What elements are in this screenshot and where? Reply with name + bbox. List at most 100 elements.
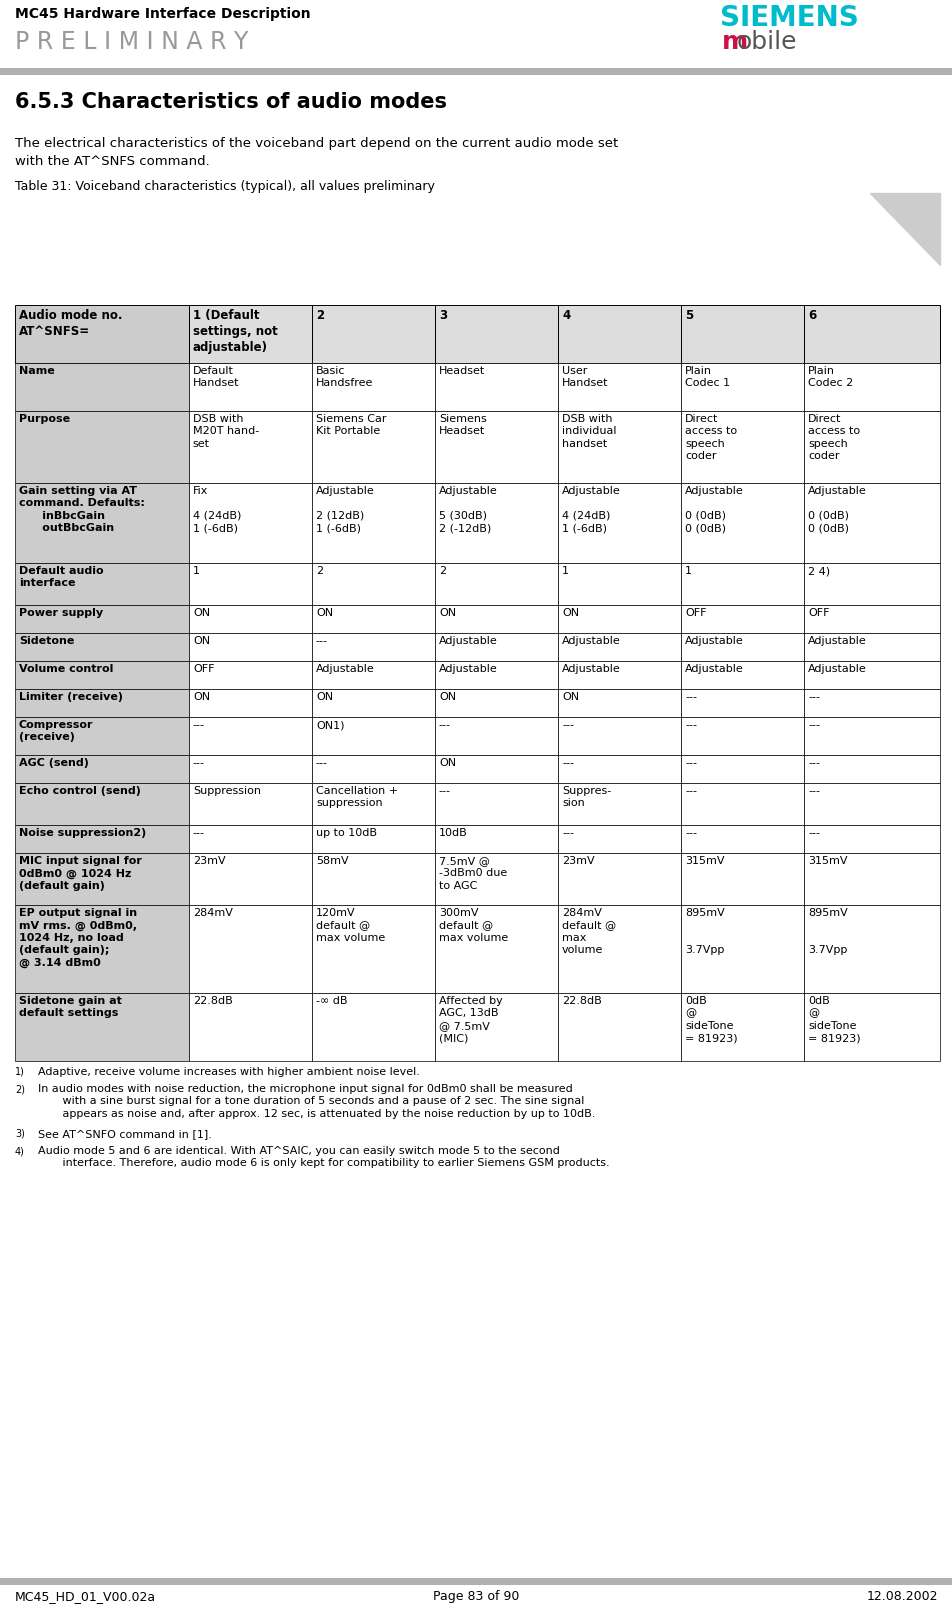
Text: ON: ON [562, 692, 579, 701]
Text: 5: 5 [684, 309, 692, 322]
Text: Siemens Car
Kit Portable: Siemens Car Kit Portable [316, 414, 386, 436]
Text: ---: --- [439, 785, 450, 797]
Bar [803, 410, 939, 483]
Text: ---: --- [807, 827, 819, 839]
Text: 6: 6 [807, 309, 816, 322]
Bar [557, 826, 681, 853]
Bar [557, 305, 681, 364]
Bar [188, 853, 311, 905]
Text: Adjustable: Adjustable [562, 664, 620, 674]
Bar [15, 604, 188, 633]
Bar [803, 992, 939, 1062]
Bar [557, 688, 681, 718]
Text: m: m [722, 31, 747, 53]
Bar [557, 562, 681, 604]
Bar [311, 410, 434, 483]
Bar [15, 410, 188, 483]
Bar [0, 1577, 952, 1585]
Bar [681, 992, 803, 1062]
Bar [803, 604, 939, 633]
Bar [803, 853, 939, 905]
Text: Direct
access to
speech
coder: Direct access to speech coder [807, 414, 860, 461]
Text: 284mV
default @
max
volume: 284mV default @ max volume [562, 908, 615, 955]
Bar [188, 604, 311, 633]
Text: Compressor
(receive): Compressor (receive) [19, 721, 93, 742]
Text: 10dB: 10dB [439, 827, 467, 839]
Text: Suppression: Suppression [192, 785, 261, 797]
Bar [311, 661, 434, 688]
Bar [803, 688, 939, 718]
Text: Purpose: Purpose [19, 414, 70, 423]
Text: ---: --- [807, 692, 819, 701]
Bar [557, 633, 681, 661]
Bar [434, 661, 557, 688]
Text: Basic
Handsfree: Basic Handsfree [316, 365, 373, 388]
Bar [434, 853, 557, 905]
Text: Page 83 of 90: Page 83 of 90 [432, 1590, 519, 1603]
Bar [681, 826, 803, 853]
Text: 895mV


3.7Vpp: 895mV 3.7Vpp [807, 908, 847, 955]
Bar [557, 784, 681, 826]
Bar [681, 688, 803, 718]
Bar [311, 305, 434, 364]
Text: obile: obile [736, 31, 797, 53]
Text: ---: --- [684, 758, 696, 768]
Text: Limiter (receive): Limiter (receive) [19, 692, 123, 701]
Bar [557, 905, 681, 992]
Text: 1): 1) [15, 1067, 25, 1076]
Text: up to 10dB: up to 10dB [316, 827, 377, 839]
Text: 12.08.2002: 12.08.2002 [865, 1590, 937, 1603]
Text: ---: --- [562, 721, 573, 730]
Bar [681, 410, 803, 483]
Bar [434, 305, 557, 364]
Text: Adjustable

4 (24dB)
1 (-6dB): Adjustable 4 (24dB) 1 (-6dB) [562, 486, 620, 533]
Bar [803, 483, 939, 562]
Text: Noise suppression2): Noise suppression2) [19, 827, 146, 839]
Text: 2: 2 [439, 566, 446, 575]
Bar [15, 562, 188, 604]
Bar [188, 661, 311, 688]
Text: AGC (send): AGC (send) [19, 758, 89, 768]
Text: ---: --- [439, 721, 450, 730]
Text: Direct
access to
speech
coder: Direct access to speech coder [684, 414, 736, 461]
Text: Adjustable: Adjustable [807, 664, 866, 674]
Text: 284mV: 284mV [192, 908, 232, 918]
Bar [188, 826, 311, 853]
Text: ON: ON [439, 758, 456, 768]
Bar [681, 718, 803, 755]
Bar [681, 784, 803, 826]
Bar [803, 364, 939, 410]
Text: Suppres-
sion: Suppres- sion [562, 785, 610, 808]
Text: EP output signal in
mV rms. @ 0dBm0,
1024 Hz, no load
(default gain);
@ 3.14 dBm: EP output signal in mV rms. @ 0dBm0, 102… [19, 908, 137, 968]
Text: ---: --- [192, 721, 205, 730]
Text: SIEMENS: SIEMENS [720, 3, 858, 32]
Bar [311, 905, 434, 992]
Bar [557, 364, 681, 410]
Text: Affected by
AGC, 13dB
@ 7.5mV
(MIC): Affected by AGC, 13dB @ 7.5mV (MIC) [439, 995, 502, 1044]
Text: 315mV: 315mV [807, 856, 846, 866]
Bar [15, 992, 188, 1062]
Bar [803, 305, 939, 364]
Text: Volume control: Volume control [19, 664, 113, 674]
Bar [557, 410, 681, 483]
Text: 300mV
default @
max volume: 300mV default @ max volume [439, 908, 507, 942]
Bar [188, 784, 311, 826]
Bar [15, 718, 188, 755]
Text: P R E L I M I N A R Y: P R E L I M I N A R Y [15, 31, 248, 53]
Text: The electrical characteristics of the voiceband part depend on the current audio: The electrical characteristics of the vo… [15, 137, 618, 150]
Bar [188, 483, 311, 562]
Bar [188, 410, 311, 483]
Bar [15, 853, 188, 905]
Text: Cancellation +
suppression: Cancellation + suppression [316, 785, 398, 808]
Text: Plain
Codec 1: Plain Codec 1 [684, 365, 729, 388]
Text: ---: --- [684, 692, 696, 701]
Bar [311, 633, 434, 661]
Text: MC45 Hardware Interface Description: MC45 Hardware Interface Description [15, 6, 310, 21]
Bar [311, 483, 434, 562]
Text: 3): 3) [15, 1130, 25, 1139]
Bar [434, 784, 557, 826]
Bar [311, 992, 434, 1062]
Text: 2: 2 [316, 566, 323, 575]
Bar [803, 784, 939, 826]
Bar [311, 826, 434, 853]
